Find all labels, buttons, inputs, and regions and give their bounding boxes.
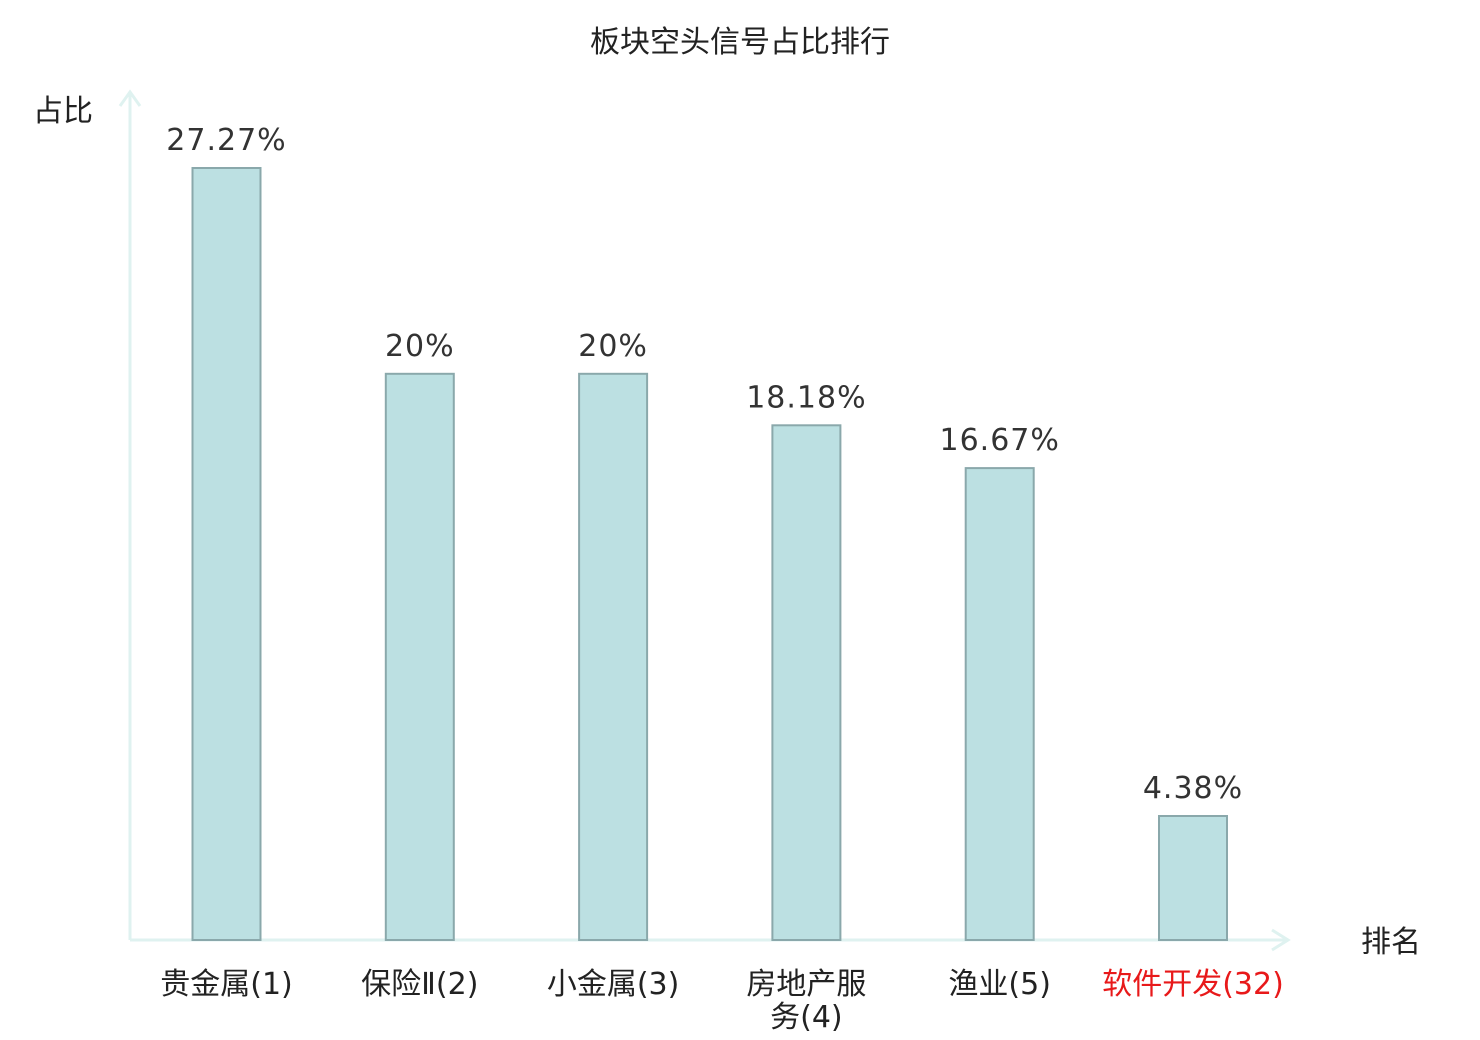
category-label: 房地产服	[746, 967, 866, 1002]
bars	[191, 167, 1228, 941]
bar-value-label: 27.27%	[166, 123, 286, 158]
bar	[384, 372, 455, 941]
y-axis-arrow	[118, 89, 142, 107]
value-labels: 27.27% 20% 20% 18.18% 16.67% 4.38%	[166, 123, 1243, 806]
category-label: 软件开发(32)	[1102, 967, 1284, 1002]
category-label: 渔业(5)	[948, 967, 1051, 1002]
bar	[1158, 815, 1228, 941]
bar	[964, 467, 1035, 941]
bar	[578, 372, 649, 941]
bar-value-label: 18.18%	[746, 380, 866, 415]
chart-title: 板块空头信号占比排行	[590, 25, 890, 60]
category-label: 贵金属(1)	[160, 967, 293, 1002]
category-label: 务(4)	[770, 1000, 843, 1035]
bar	[771, 424, 842, 941]
bar-value-label: 20%	[385, 329, 455, 364]
bar-value-label: 20%	[578, 329, 648, 364]
x-axis-arrow	[1271, 928, 1291, 952]
bar-value-label: 4.38%	[1143, 771, 1243, 806]
bar-value-label: 16.67%	[940, 423, 1060, 458]
category-label: 保险Ⅱ(2)	[361, 967, 478, 1002]
category-label: 小金属(3)	[547, 967, 680, 1002]
x-axis-label: 排名	[1361, 925, 1421, 960]
y-axis-label: 占比	[33, 94, 93, 129]
axes	[118, 89, 1291, 952]
bar	[191, 167, 262, 941]
